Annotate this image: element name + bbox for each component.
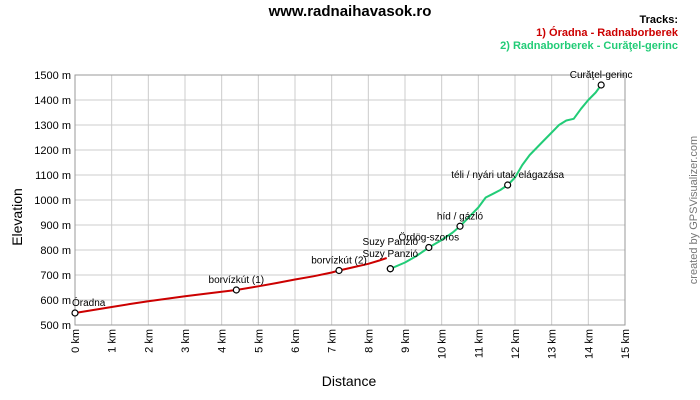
y-tick-label: 700 m <box>40 270 71 282</box>
x-tick-label: 7 km <box>327 329 339 353</box>
y-tick-label: 600 m <box>40 295 71 307</box>
waypoint-marker <box>504 181 512 189</box>
axes: 500 m 600 m 700 m 800 m 900 m 1000 m 1100 m 120… <box>34 70 632 359</box>
y-tick-label: 1300 m <box>34 120 71 132</box>
waypoint-marker <box>232 286 240 294</box>
site-title: www.radnaihavasok.ro <box>268 3 432 20</box>
waypoint-marker <box>335 266 343 275</box>
x-tick-label: 14 km <box>583 329 595 359</box>
y-tick-label: 1200 m <box>34 145 71 157</box>
waypoint-label: Suzy Panzió <box>363 249 419 260</box>
y-axis-label: Elevation <box>9 188 25 246</box>
x-tick-label: 5 km <box>253 329 265 353</box>
x-tick-label: 2 km <box>143 329 155 353</box>
waypoint-label: borvízkút (2) <box>311 256 367 267</box>
y-tick-label: 800 m <box>40 245 71 257</box>
waypoint-label: Curăţel-gerinc <box>570 70 633 81</box>
waypoint-marker <box>597 81 605 89</box>
x-tick-label: 4 km <box>217 329 229 353</box>
x-tick-label: 13 km <box>547 329 559 359</box>
waypoint-label: Suzy Panzió <box>363 237 419 248</box>
x-tick-label: 9 km <box>400 329 412 353</box>
waypoint-label: téli / nyári utak elágazása <box>451 170 564 181</box>
waypoint-marker <box>456 222 464 230</box>
legend-title: Tracks: <box>639 14 678 26</box>
y-tick-label: 500 m <box>40 320 71 332</box>
waypoint-label: híd / gázló <box>437 211 484 222</box>
y-tick-label: 1000 m <box>34 195 71 207</box>
x-tick-label: 6 km <box>290 329 302 353</box>
waypoint-marker <box>386 265 394 273</box>
x-tick-label: 8 km <box>363 329 375 353</box>
waypoint-marker <box>71 309 79 317</box>
waypoint-marker <box>425 243 433 252</box>
x-axis-label: Distance <box>322 373 377 389</box>
waypoint-label: Ördög-szoros <box>399 232 460 244</box>
series-line-1 <box>74 257 388 314</box>
x-tick-label: 1 km <box>107 329 119 353</box>
series-lines <box>74 84 603 314</box>
series-line-2 <box>389 84 603 270</box>
x-tick-label: 10 km <box>437 329 449 359</box>
y-tick-label: 1400 m <box>34 95 71 107</box>
x-tick-label: 3 km <box>180 329 192 353</box>
legend-entry-track-2: 2) Radnaborberek - Curăţel-gerinc <box>500 40 678 52</box>
x-tick-label: 11 km <box>473 329 485 358</box>
waypoint-label: Óradna <box>72 296 106 309</box>
y-tick-label: 1500 m <box>34 70 71 82</box>
credit-text: created by GPSVisualizer.com <box>688 136 700 284</box>
waypoint-label: borvízkút (1) <box>209 275 265 286</box>
y-tick-label: 1100 m <box>35 170 71 182</box>
y-tick-label: 900 m <box>40 220 71 232</box>
x-tick-label: 12 km <box>510 329 522 359</box>
legend-entry-track-1: 1) Óradna - Radnaborberek <box>536 27 678 39</box>
plot-frame <box>74 74 626 326</box>
x-tick-label: 0 km <box>70 329 82 353</box>
x-tick-label: 15 km <box>620 329 632 359</box>
